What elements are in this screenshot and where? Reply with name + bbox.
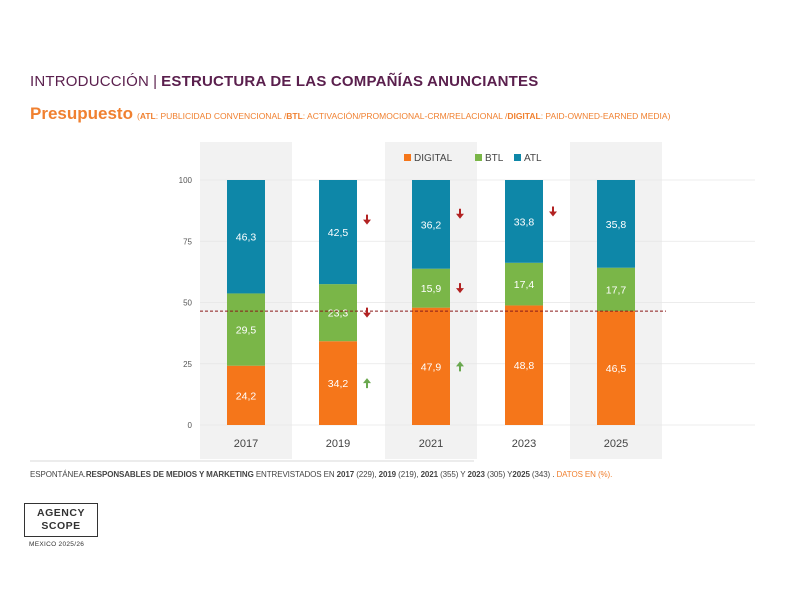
trend-down-arrow-icon: [456, 208, 464, 219]
data-label: 34,2: [328, 378, 349, 390]
data-label: 36,2: [421, 219, 442, 231]
legend-label: BTL: [485, 153, 504, 164]
legend-swatch: [475, 154, 482, 161]
x-tick-label: 2017: [234, 438, 258, 450]
logo-line2: SCOPE: [41, 520, 81, 532]
bar-segment: [412, 180, 450, 269]
trend-down-arrow-icon: [363, 214, 371, 225]
x-axis: 2017 2019 2021 2023 2025: [30, 438, 628, 462]
data-label: 47,9: [421, 361, 442, 373]
y-axis: 0 25 50 75 100: [179, 176, 193, 430]
footnote-part: 2019: [378, 470, 397, 479]
legend-swatch: [404, 154, 411, 161]
data-label: 24,2: [236, 390, 257, 402]
bar-segment: [412, 307, 450, 425]
footnote-part: 2023: [467, 470, 485, 479]
x-tick-label: 2025: [604, 438, 628, 450]
trend-down-arrow-icon: [549, 206, 557, 217]
data-label: 23,3: [328, 308, 349, 320]
header-separator: |: [153, 73, 158, 90]
subtitle-digital-desc: : PAID-OWNED-EARNED MEDIA): [540, 111, 671, 121]
bar-segment: [505, 262, 543, 306]
agency-scope-logo: AGENCY SCOPE: [24, 503, 98, 537]
x-tick-label: 2019: [326, 438, 350, 450]
bar-segment: [597, 311, 635, 425]
legend-label: ATL: [524, 153, 542, 164]
trend-up-arrow-icon: [456, 361, 464, 372]
bar-segment: [227, 180, 265, 294]
trend-down-arrow-icon: [363, 307, 371, 318]
subtitle-atl-key: ATL: [139, 111, 156, 121]
y-tick-label: 25: [183, 360, 192, 369]
bar-segment: [319, 284, 357, 342]
trend-arrows: [363, 206, 557, 389]
bar-segment: [412, 268, 450, 308]
data-label: 48,8: [514, 360, 535, 372]
data-label: 35,8: [606, 219, 627, 231]
header-intro: INTRODUCCIÓN: [30, 73, 150, 90]
header-title: ESTRUCTURA DE LAS COMPAÑÍAS ANUNCIANTES: [161, 73, 539, 90]
trend-up-arrow-icon: [363, 378, 371, 389]
footnote-part: (343) .: [529, 470, 557, 479]
subtitle-detail: (ATL: PUBLICIDAD CONVENCIONAL /BTL: ACTI…: [137, 111, 670, 121]
page-header: INTRODUCCIÓN | ESTRUCTURA DE LAS COMPAÑÍAS…: [30, 73, 538, 90]
footnote-part: (305) Y: [484, 470, 513, 479]
footnote-part: 2025: [512, 470, 530, 479]
footnote-part: 2021: [420, 470, 439, 479]
y-tick-label: 100: [179, 176, 193, 185]
legend-label: DIGITAL: [414, 153, 453, 164]
y-tick-label: 50: [183, 299, 192, 308]
bar-segment: [597, 267, 635, 312]
x-tick-label: 2021: [419, 438, 443, 450]
bar-segment: [319, 341, 357, 425]
gridlines: [200, 179, 755, 426]
data-label: 15,9: [421, 283, 442, 295]
logo-subtitle: MEXICO 2025/26: [29, 541, 85, 548]
bar-segment: [227, 365, 265, 425]
bar-segment: [227, 293, 265, 366]
subtitle-btl-key: BTL: [286, 111, 303, 121]
data-label: 17,4: [514, 279, 535, 291]
x-tick-label: 2023: [512, 438, 536, 450]
legend: DIGITAL BTL ATL: [404, 153, 542, 164]
subtitle-main: Presupuesto: [30, 104, 133, 123]
subtitle-digital-key: DIGITAL: [507, 111, 541, 121]
footnote-part: 2017: [336, 470, 355, 479]
data-label: 46,3: [236, 232, 257, 244]
bar-segment: [505, 180, 543, 263]
subtitle-atl-desc: : PUBLICIDAD CONVENCIONAL /: [155, 111, 287, 121]
data-label: 33,8: [514, 216, 535, 228]
data-label: 17,7: [606, 284, 627, 296]
logo-line1: AGENCY: [37, 507, 85, 519]
bar-segment: [505, 305, 543, 425]
footnote-part: RESPONSABLES DE MEDIOS Y MARKETING: [85, 470, 254, 479]
trend-down-arrow-icon: [456, 283, 464, 294]
footnote: ESPONTÁNEA.RESPONSABLES DE MEDIOS Y MARK…: [30, 470, 612, 479]
subtitle-open: (: [136, 111, 140, 121]
data-label: 42,5: [328, 227, 349, 239]
footnote-part: ESPONTÁNEA.: [30, 470, 86, 479]
footnote-part: ENTREVISTADOS EN: [253, 470, 337, 479]
legend-swatch: [514, 154, 521, 161]
y-tick-label: 75: [183, 237, 192, 246]
data-label: 29,5: [236, 325, 257, 337]
bar-segment: [319, 180, 357, 285]
chart-subtitle: Presupuesto (ATL: PUBLICIDAD CONVENCIONAL…: [30, 104, 670, 124]
y-tick-label: 0: [188, 421, 193, 430]
bars: 24,2 29,5 46,3 34,2 23,3 42,5 47,9 15,9 36,2 48,8…: [227, 180, 635, 425]
subtitle-btl-desc: : ACTIVACIÓN/PROMOCIONAL-CRM/RELACIONAL …: [302, 111, 508, 121]
footnote-part: (229),: [354, 470, 379, 479]
data-label: 46,5: [606, 363, 627, 375]
bar-segment: [597, 180, 635, 268]
footnote-part: (219),: [396, 470, 421, 479]
footnote-part: DATOS EN (%).: [556, 470, 613, 479]
footnote-part: (355) Y: [437, 470, 468, 479]
